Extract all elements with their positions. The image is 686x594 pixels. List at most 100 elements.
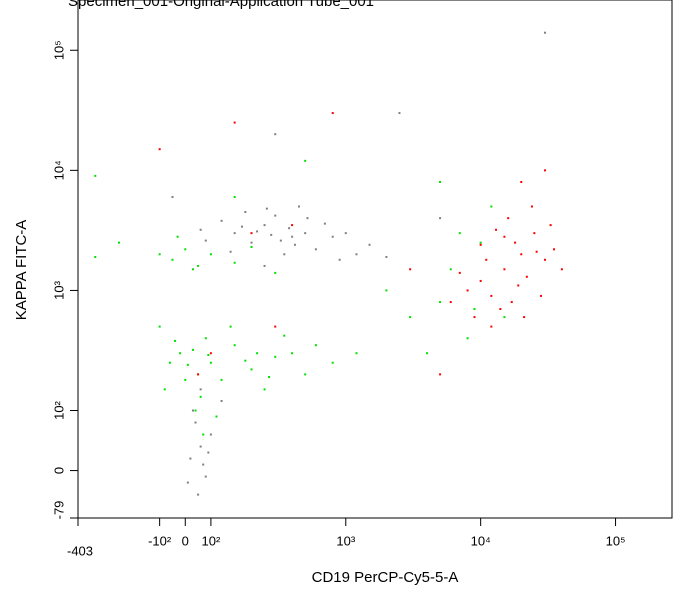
point [94,255,97,258]
point [209,361,212,364]
point [204,337,207,340]
point [291,235,294,238]
point [199,395,202,398]
point [197,264,200,267]
point [291,224,294,227]
point [274,133,277,136]
point [194,409,197,412]
point [525,275,528,278]
point [288,227,291,230]
point [209,352,212,355]
point [184,248,187,251]
chart-title: Specimen_001-Original-Application Tube_0… [68,0,374,10]
point [368,243,371,246]
point [179,352,182,355]
point [256,230,259,233]
x-tick-label: 10⁵ [606,533,626,548]
point [439,217,442,220]
x-tick-label: 0 [182,533,189,548]
point [439,301,442,304]
point [439,373,442,376]
point [331,361,334,364]
point [466,289,469,292]
point [293,243,296,246]
point [473,308,476,311]
point [466,337,469,340]
y-tick-label: 10² [51,400,66,419]
point [517,284,520,287]
point [279,239,282,242]
point [291,352,294,355]
point [520,180,523,183]
point [523,316,526,319]
point [171,258,174,261]
point [207,451,210,454]
point [215,415,218,418]
point [274,271,277,274]
point [355,352,358,355]
point [189,457,192,460]
point [191,348,194,351]
point [256,352,259,355]
point [304,232,307,235]
point [199,445,202,448]
point [265,207,268,210]
point [490,325,493,328]
point [560,268,563,271]
point [485,258,488,261]
y-tick-label: 10⁴ [51,160,66,180]
point [240,225,243,228]
point [331,235,334,238]
point [263,264,266,267]
point [338,258,341,261]
point [479,243,482,246]
point [197,493,200,496]
point [503,235,506,238]
point [314,344,317,347]
point [270,233,273,236]
point [220,400,223,403]
point [314,248,317,251]
y-axis-title: KAPPA FITC-A [13,220,30,321]
point [202,433,205,436]
point [194,421,197,424]
point [425,352,428,355]
point [385,289,388,292]
point [220,378,223,381]
point [473,316,476,319]
point [191,409,194,412]
point [233,232,236,235]
point [331,112,334,115]
point [283,334,286,337]
point [184,378,187,381]
point [233,344,236,347]
point [233,195,236,198]
point [409,316,412,319]
point [244,210,247,213]
point [174,339,177,342]
point [233,261,236,264]
point [283,253,286,256]
point [514,241,517,244]
point [490,205,493,208]
point [503,316,506,319]
point [549,224,552,227]
point [220,219,223,222]
point [458,271,461,274]
point [398,112,401,115]
point [171,195,174,198]
point [209,253,212,256]
point [94,174,97,177]
point [544,31,547,34]
x-tick-label: 10⁴ [471,533,491,548]
point [304,159,307,162]
point [229,250,232,253]
x-tick-label: -403 [67,543,93,558]
point [304,373,307,376]
point [499,308,502,311]
x-tick-label: 10³ [336,533,355,548]
point [186,363,189,366]
point [479,241,482,244]
x-tick-label: 10² [202,533,221,548]
point [263,388,266,391]
